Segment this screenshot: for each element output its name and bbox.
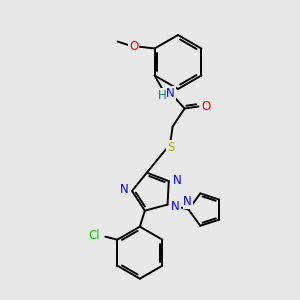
Text: N: N: [183, 195, 192, 208]
Text: N: N: [166, 87, 175, 100]
Text: O: O: [201, 100, 210, 113]
Text: S: S: [167, 141, 174, 154]
Text: N: N: [172, 174, 181, 187]
Text: Cl: Cl: [88, 229, 100, 242]
Text: H: H: [158, 89, 167, 102]
Text: O: O: [129, 40, 138, 53]
Text: N: N: [120, 184, 128, 196]
Text: N: N: [171, 200, 180, 213]
